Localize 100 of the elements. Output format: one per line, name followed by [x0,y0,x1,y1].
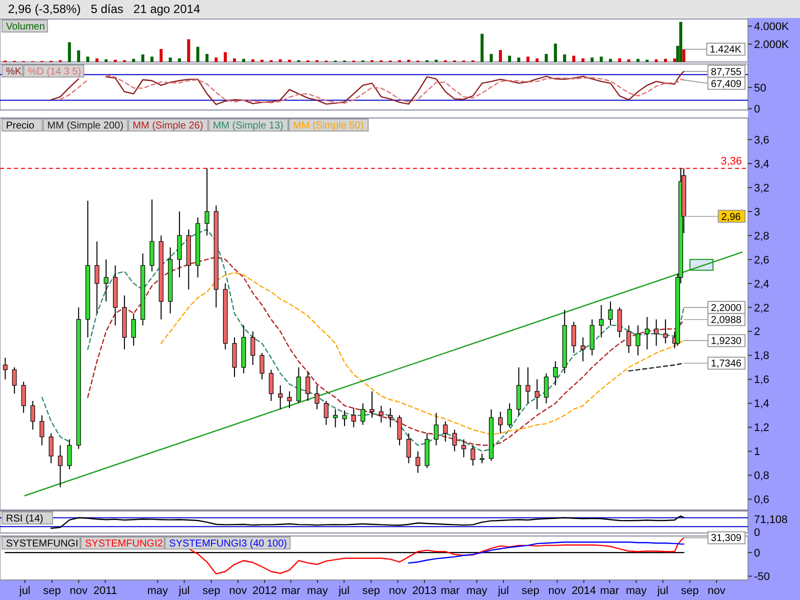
candlestick [287,390,292,409]
x-tick-label: nov [229,585,248,597]
bar [498,50,502,62]
y-tick-label: 1 [754,446,760,458]
candlestick [2,357,8,380]
candlestick [516,366,522,416]
y-tick-label: 3,6 [754,134,770,146]
y-tick-label: -50 [754,571,770,584]
bar [480,34,484,62]
y-tick-label: 0,6 [754,494,770,506]
candlestick [351,408,356,428]
bar [554,44,557,62]
x-tick-label: may [147,585,169,597]
y-tick-label: 0 [754,104,760,116]
line-series [628,362,684,372]
bar [150,56,154,62]
series-label: RSI (14) [6,514,44,524]
annotation: 67,409 [710,78,742,90]
line-series [160,272,684,436]
candlestick [278,384,283,410]
line-series [408,542,684,564]
bar [618,58,622,62]
text: %K [6,66,22,78]
candlestick [370,390,374,418]
x-tick-label: mar [281,585,301,597]
candlestick [232,336,237,378]
x-tick-label: sep [362,585,380,597]
y-tick-label: 2 [754,326,760,338]
bar [627,59,630,62]
text: MM (Simple 200) [47,120,124,132]
candlestick [324,400,328,426]
bar [77,50,80,62]
candlestick [333,408,338,428]
x-tick-label: jul [18,585,30,597]
candlestick [526,366,530,404]
bar [664,58,667,62]
candlestick [663,318,668,344]
annotation: 1.424K [710,44,742,56]
candlestick [443,420,448,442]
bar [526,56,530,62]
line-series [87,256,684,446]
text: 71,108 [754,514,788,526]
y-tick-label: 50 [754,82,766,94]
candlestick [21,381,26,414]
candlestick [40,414,44,446]
candlestick [571,321,576,354]
candlestick [58,444,63,488]
y-tick-label: 3,4 [754,158,770,170]
series-label: SYSTEMFUNGI [6,538,78,550]
x-tick-label: sep [522,585,540,597]
y-tick-label: 0 [754,547,760,560]
bar [95,58,98,62]
y-tick-label: 1,2 [754,422,770,434]
x-tick-label: 2014 [572,585,596,597]
x-tick-label: sep [202,585,220,597]
x-tick-label: may [307,585,328,597]
candlestick [94,240,100,314]
candlestick [452,429,457,452]
candlestick [617,306,622,338]
y-tick-label: 2,2 [754,302,770,314]
candlestick [580,336,586,362]
candlestick [204,168,210,236]
bar [104,59,108,62]
bar [278,59,282,62]
y-tick-label: 2.000K [754,38,790,51]
candlestick [397,414,402,446]
candlestick [177,211,182,278]
bar [251,59,254,62]
bar [168,58,172,62]
candlestick [406,432,412,464]
candlestick [12,366,17,394]
candlestick [104,258,108,302]
candlestick [608,300,613,326]
x-tick-label: jul [178,585,190,597]
x-tick-label: nov [708,585,726,597]
bar [608,58,612,62]
bar [536,58,539,62]
text: MM (Simple 26) [132,120,204,132]
candlestick [553,360,558,386]
bar [205,54,208,62]
candlestick [296,366,301,404]
candlestick [30,400,36,430]
y-tick-label: 2,6 [754,254,770,266]
bar [196,46,200,62]
ref-line-label: 3,36 [720,155,742,168]
candlestick [480,453,484,464]
annotation: 2,0988 [710,315,742,326]
candlestick [434,412,439,446]
candlestick [507,402,512,428]
candlestick [314,384,320,410]
annotation: 2,2000 [710,302,742,314]
bar [544,54,548,62]
bar [224,52,227,62]
candlestick [644,316,650,350]
candlestick [470,444,476,466]
candlestick [67,438,72,470]
annotation: 31,309 [710,533,742,544]
y-tick-label: 4.000K [754,21,790,34]
bar [242,58,246,62]
candlestick [498,411,503,434]
